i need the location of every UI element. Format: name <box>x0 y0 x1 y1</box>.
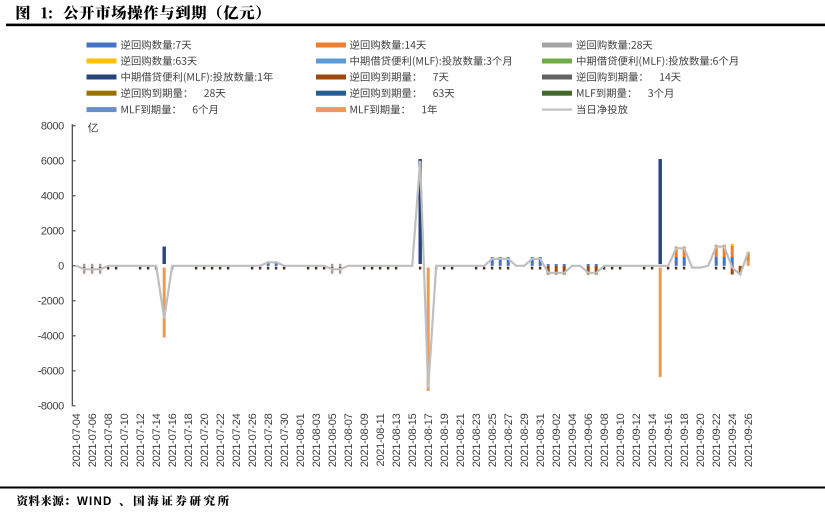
svg-text:2021-07-26: 2021-07-26 <box>247 413 259 467</box>
svg-text:-4000: -4000 <box>38 331 64 343</box>
svg-text:-8000: -8000 <box>38 401 64 413</box>
svg-text:WIND: WIND <box>77 496 112 508</box>
svg-text:4000: 4000 <box>41 191 64 203</box>
svg-text:-2000: -2000 <box>38 296 64 308</box>
svg-text:2021-07-16: 2021-07-16 <box>167 413 179 467</box>
svg-text:2021-08-23: 2021-08-23 <box>471 413 483 467</box>
svg-text:2021-08-21: 2021-08-21 <box>455 413 467 467</box>
svg-text:8000: 8000 <box>41 121 64 133</box>
svg-text:2021-09-14: 2021-09-14 <box>647 413 659 467</box>
svg-text:2021-08-13: 2021-08-13 <box>391 413 403 467</box>
svg-text:2021-08-31: 2021-08-31 <box>535 413 547 467</box>
svg-text:2000: 2000 <box>41 226 64 238</box>
svg-text:2021-07-06: 2021-07-06 <box>87 413 99 467</box>
svg-text:2021-08-25: 2021-08-25 <box>487 413 499 467</box>
svg-text:2021-09-02: 2021-09-02 <box>551 413 563 467</box>
svg-text:2021-08-11: 2021-08-11 <box>375 413 387 466</box>
svg-text:2021-09-08: 2021-09-08 <box>599 413 611 467</box>
svg-text:2021-08-17: 2021-08-17 <box>423 413 435 467</box>
svg-text:2021-08-29: 2021-08-29 <box>519 413 531 467</box>
svg-text:2021-08-09: 2021-08-09 <box>359 413 371 467</box>
svg-text:0: 0 <box>58 261 64 273</box>
svg-text:2021-07-30: 2021-07-30 <box>279 413 291 467</box>
svg-text:2021-09-24: 2021-09-24 <box>727 413 739 467</box>
svg-text:2021-08-07: 2021-08-07 <box>343 413 355 467</box>
svg-text:2021-09-16: 2021-09-16 <box>663 413 675 467</box>
svg-text:2021-07-14: 2021-07-14 <box>151 413 163 467</box>
svg-text:-6000: -6000 <box>38 366 64 378</box>
svg-text:2021-09-10: 2021-09-10 <box>615 413 627 467</box>
svg-text:2021-07-18: 2021-07-18 <box>183 413 195 467</box>
svg-text:6000: 6000 <box>41 156 64 168</box>
svg-text:2021-07-12: 2021-07-12 <box>135 413 147 467</box>
svg-text:2021-08-03: 2021-08-03 <box>311 413 323 467</box>
svg-text:2021-09-06: 2021-09-06 <box>583 413 595 467</box>
svg-text:2021-09-22: 2021-09-22 <box>711 413 723 467</box>
svg-text:2021-07-22: 2021-07-22 <box>215 413 227 467</box>
svg-text:2021-08-15: 2021-08-15 <box>407 413 419 467</box>
svg-text:2021-08-01: 2021-08-01 <box>295 413 307 467</box>
svg-text:2021-07-10: 2021-07-10 <box>119 413 131 467</box>
svg-text:2021-08-27: 2021-08-27 <box>503 413 515 467</box>
svg-text:2021-08-19: 2021-08-19 <box>439 413 451 467</box>
svg-text:2021-09-18: 2021-09-18 <box>679 413 691 467</box>
svg-text:2021-09-04: 2021-09-04 <box>567 413 579 467</box>
svg-text:2021-07-08: 2021-07-08 <box>103 413 115 467</box>
svg-text:2021-07-04: 2021-07-04 <box>71 413 83 467</box>
svg-text:2021-09-26: 2021-09-26 <box>743 413 755 467</box>
svg-text:2021-07-20: 2021-07-20 <box>199 413 211 467</box>
svg-text:2021-07-28: 2021-07-28 <box>263 413 275 467</box>
svg-text:2021-09-12: 2021-09-12 <box>631 413 643 467</box>
svg-text:2021-08-05: 2021-08-05 <box>327 413 339 467</box>
svg-text:2021-07-24: 2021-07-24 <box>231 413 243 467</box>
svg-text:2021-09-20: 2021-09-20 <box>695 413 707 467</box>
